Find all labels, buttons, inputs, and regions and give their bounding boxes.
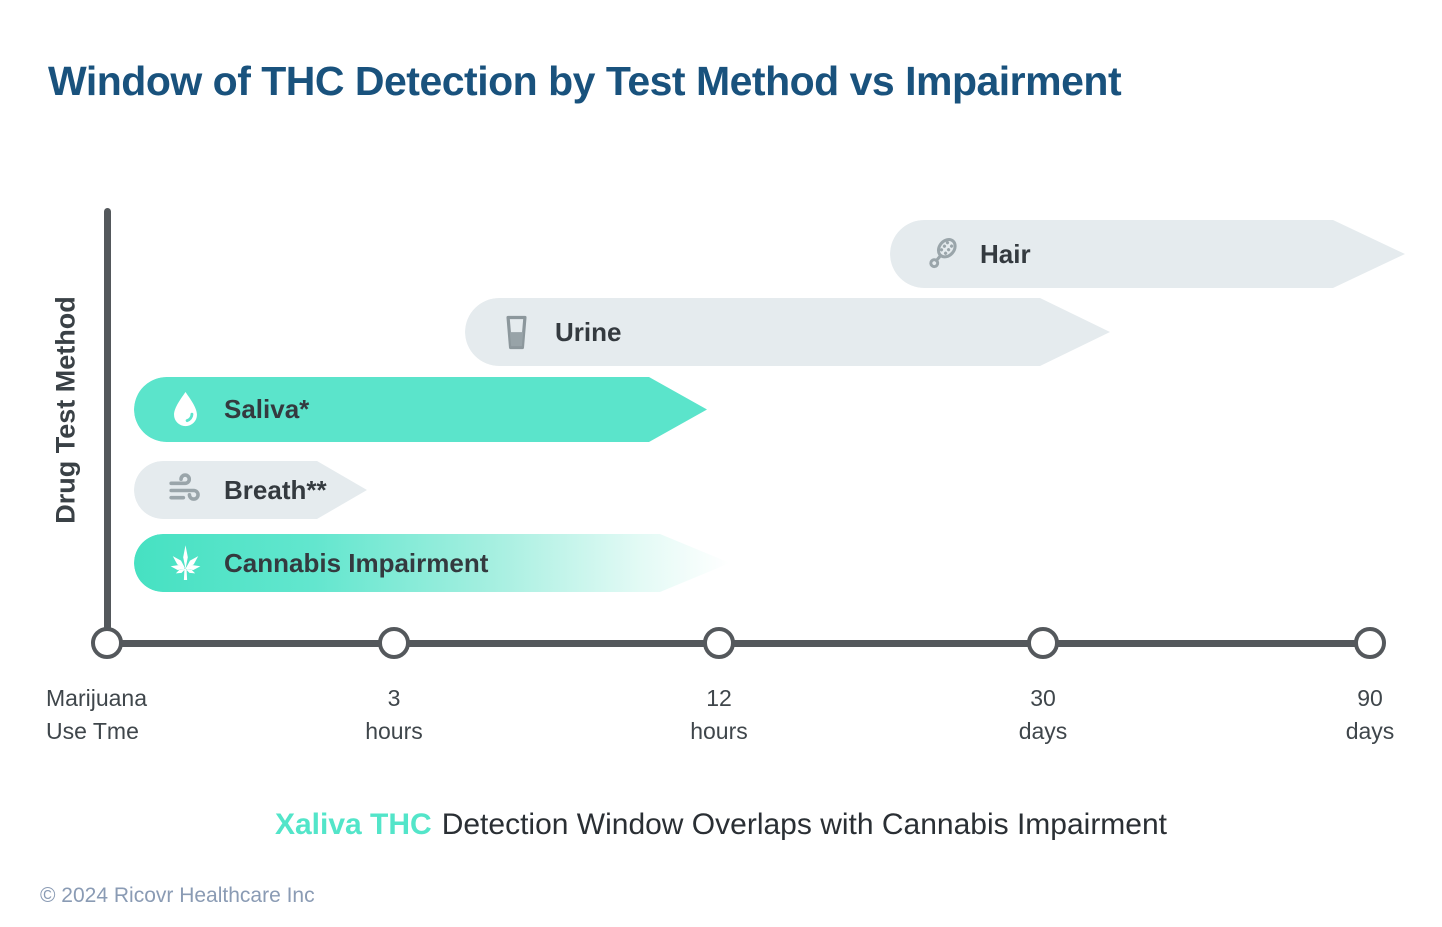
x-axis-line (107, 640, 1370, 647)
tick-label-3-hours: 3 hours (365, 685, 423, 744)
tick-label-30-days: 30 days (1018, 685, 1068, 744)
chart-subtitle: Xaliva THC Detection Window Overlaps with… (0, 808, 1442, 842)
saliva-droplet-icon (164, 388, 207, 431)
tick-label-use-time: Marijuana Use Tme (46, 685, 147, 744)
bar-cannabis-impairment: Cannabis Impairment (134, 534, 730, 592)
bar-saliva: Saliva* (134, 377, 707, 442)
hairbrush-icon (920, 233, 963, 276)
bar-hair: Hair (890, 220, 1405, 288)
bar-label-hair: Hair (980, 238, 1031, 269)
urine-cup-icon (495, 311, 538, 354)
y-axis-line (104, 208, 111, 646)
bar-urine: Urine (465, 298, 1110, 366)
tick-label-12-hours: 12 hours (690, 685, 748, 744)
copyright-notice: © 2024 Ricovr Healthcare Inc (40, 884, 315, 907)
bar-label-cannabis-impairment: Cannabis Impairment (224, 547, 489, 578)
subtitle-brand-accent: Xaliva THC (274, 808, 432, 841)
bar-breath: Breath** (134, 461, 367, 519)
y-axis-label: Drug Test Method (50, 296, 81, 524)
bar-label-saliva: Saliva* (224, 394, 310, 424)
tick-circle-90-days (1354, 627, 1386, 659)
tick-circle-3-hours (378, 627, 410, 659)
bar-label-urine: Urine (555, 316, 622, 347)
breath-wind-icon (164, 469, 207, 512)
bar-label-breath: Breath** (224, 474, 327, 505)
subtitle-text: Detection Window Overlaps with Cannabis … (441, 808, 1168, 841)
tick-circle-30-days (1027, 627, 1059, 659)
tick-circle-12-hours (703, 627, 735, 659)
cannabis-leaf-icon (164, 542, 207, 585)
tick-circle-use-time (91, 627, 123, 659)
page-title: Window of THC Detection by Test Method v… (48, 58, 1122, 104)
tick-label-90-days: 90 days (1345, 685, 1395, 744)
